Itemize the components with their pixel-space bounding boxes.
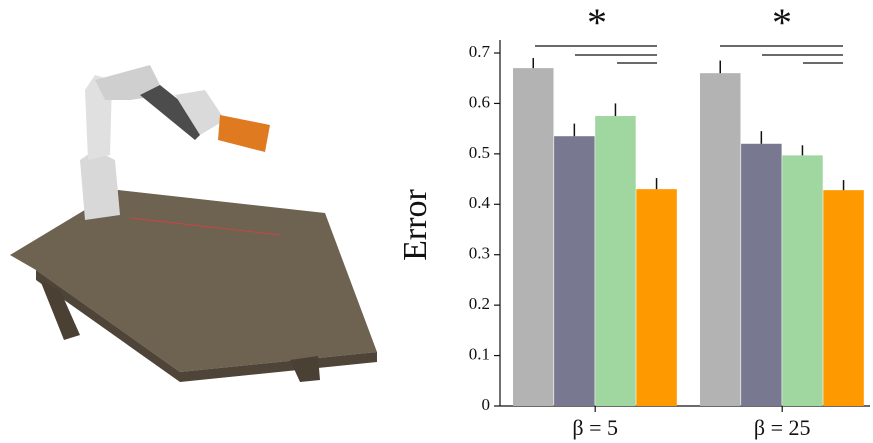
table-top <box>10 190 377 372</box>
bar <box>782 155 823 406</box>
y-tick-label: 0.6 <box>469 92 490 111</box>
y-tick-label: 0.1 <box>469 344 490 363</box>
bar <box>823 190 864 406</box>
x-tick-label: β = 5 <box>572 415 618 440</box>
bar <box>595 116 636 406</box>
y-tick-label: 0.4 <box>469 193 491 212</box>
y-tick-label: 0.2 <box>469 294 490 313</box>
bar <box>513 68 554 406</box>
y-tick-label: 0.3 <box>469 244 490 263</box>
robot-base <box>80 150 120 220</box>
y-tick-label: 0.5 <box>469 143 490 162</box>
bar <box>636 189 677 406</box>
bar <box>554 136 595 406</box>
bar <box>741 144 782 406</box>
table-leg <box>290 356 320 382</box>
significance-star: * <box>587 0 607 45</box>
significance-lines <box>535 46 843 63</box>
bar <box>700 73 741 406</box>
figure: Error * * 0 0.1 0.2 0.3 0.4 0.5 0.6 0.7 β = 5 β =… <box>0 0 873 443</box>
significance-star: * <box>772 0 792 45</box>
y-tick-label: 0.7 <box>469 42 491 61</box>
robot-scene <box>10 65 377 382</box>
y-axis-label: Error <box>397 188 434 260</box>
y-tick-label: 0 <box>482 395 491 414</box>
gripper-object <box>218 115 270 152</box>
x-tick-label: β = 25 <box>754 415 811 440</box>
